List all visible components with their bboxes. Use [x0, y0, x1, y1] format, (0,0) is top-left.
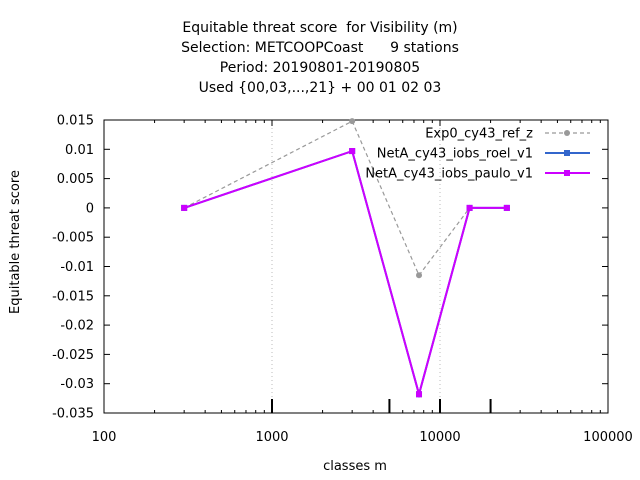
title-line-1: Equitable threat score for Visibility (m… [182, 20, 458, 36]
title-line-2: Selection: METCOOPCoast 9 stations [181, 40, 459, 56]
y-tick-label: -0.025 [52, 348, 94, 363]
legend-label: NetA_cy43_iobs_paulo_v1 [365, 167, 533, 182]
legend-marker [564, 130, 570, 136]
y-axis-ticks: 0.015 0.01 0.005 0 -0.005 -0.01 -0.015 -0.02 -0.… [52, 114, 608, 422]
legend-label: Exp0_cy43_ref_z [425, 127, 533, 142]
y-tick-label: -0.03 [60, 377, 94, 392]
series-line-2 [183, 149, 507, 398]
title-line-3: Period: 20190801-20190805 [219, 60, 421, 76]
x-tick-label: 100000 [583, 430, 633, 445]
data-point [349, 118, 356, 125]
x-tick-label: 100 [92, 430, 117, 445]
y-tick-label: 0.015 [57, 114, 94, 129]
y-tick-label: 0 [86, 201, 94, 216]
data-point [503, 204, 510, 211]
data-point [416, 391, 423, 398]
x-axis-ticks: 100 1000 10000 100000 [92, 120, 633, 445]
data-point [181, 204, 188, 211]
y-tick-label: 0.005 [57, 172, 94, 187]
legend-marker [564, 150, 570, 156]
legend: Exp0_cy43_ref_z NetA_cy43_iobs_roel_v1 Net… [365, 127, 590, 182]
y-tick-label: -0.015 [52, 289, 94, 304]
x-tick-label: 10000 [419, 430, 460, 445]
legend-label: NetA_cy43_iobs_roel_v1 [377, 147, 533, 162]
class-markers [271, 399, 492, 413]
series-line-1 [183, 149, 507, 398]
series-lines [181, 118, 510, 398]
y-tick-label: -0.035 [52, 407, 94, 422]
data-point [349, 148, 356, 155]
legend-marker [564, 170, 570, 176]
y-tick-label: -0.005 [52, 231, 94, 246]
y-axis-label: Equitable threat score [8, 170, 23, 314]
x-axis-label: classes m [323, 459, 387, 474]
y-tick-label: -0.02 [60, 319, 94, 334]
data-point [466, 204, 473, 211]
title-line-4: Used {00,03,...,21} + 00 01 02 03 [198, 80, 442, 96]
y-tick-label: 0.01 [65, 143, 94, 158]
data-point [416, 272, 423, 279]
x-tick-label: 1000 [255, 430, 288, 445]
grid [271, 120, 441, 413]
y-tick-label: -0.01 [60, 260, 94, 275]
